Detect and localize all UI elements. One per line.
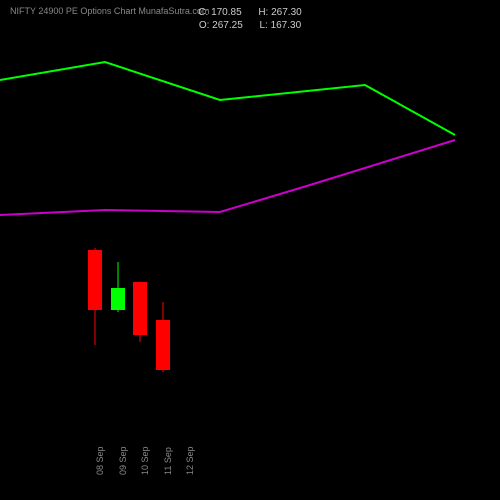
x-axis-label: 11 Sep [163, 447, 173, 475]
x-axis-label: 12 Sep [185, 446, 195, 475]
lower-band-line [0, 140, 455, 215]
candle-body [156, 320, 170, 370]
x-axis-label: 09 Sep [118, 446, 128, 475]
upper-band-line [0, 62, 455, 135]
candle-group [88, 248, 170, 372]
x-axis-label: 10 Sep [140, 446, 150, 475]
x-axis-label: 08 Sep [95, 446, 105, 475]
candle-body [133, 282, 147, 335]
candle-body [111, 288, 125, 310]
chart-svg [0, 0, 500, 500]
candle-body [88, 250, 102, 310]
